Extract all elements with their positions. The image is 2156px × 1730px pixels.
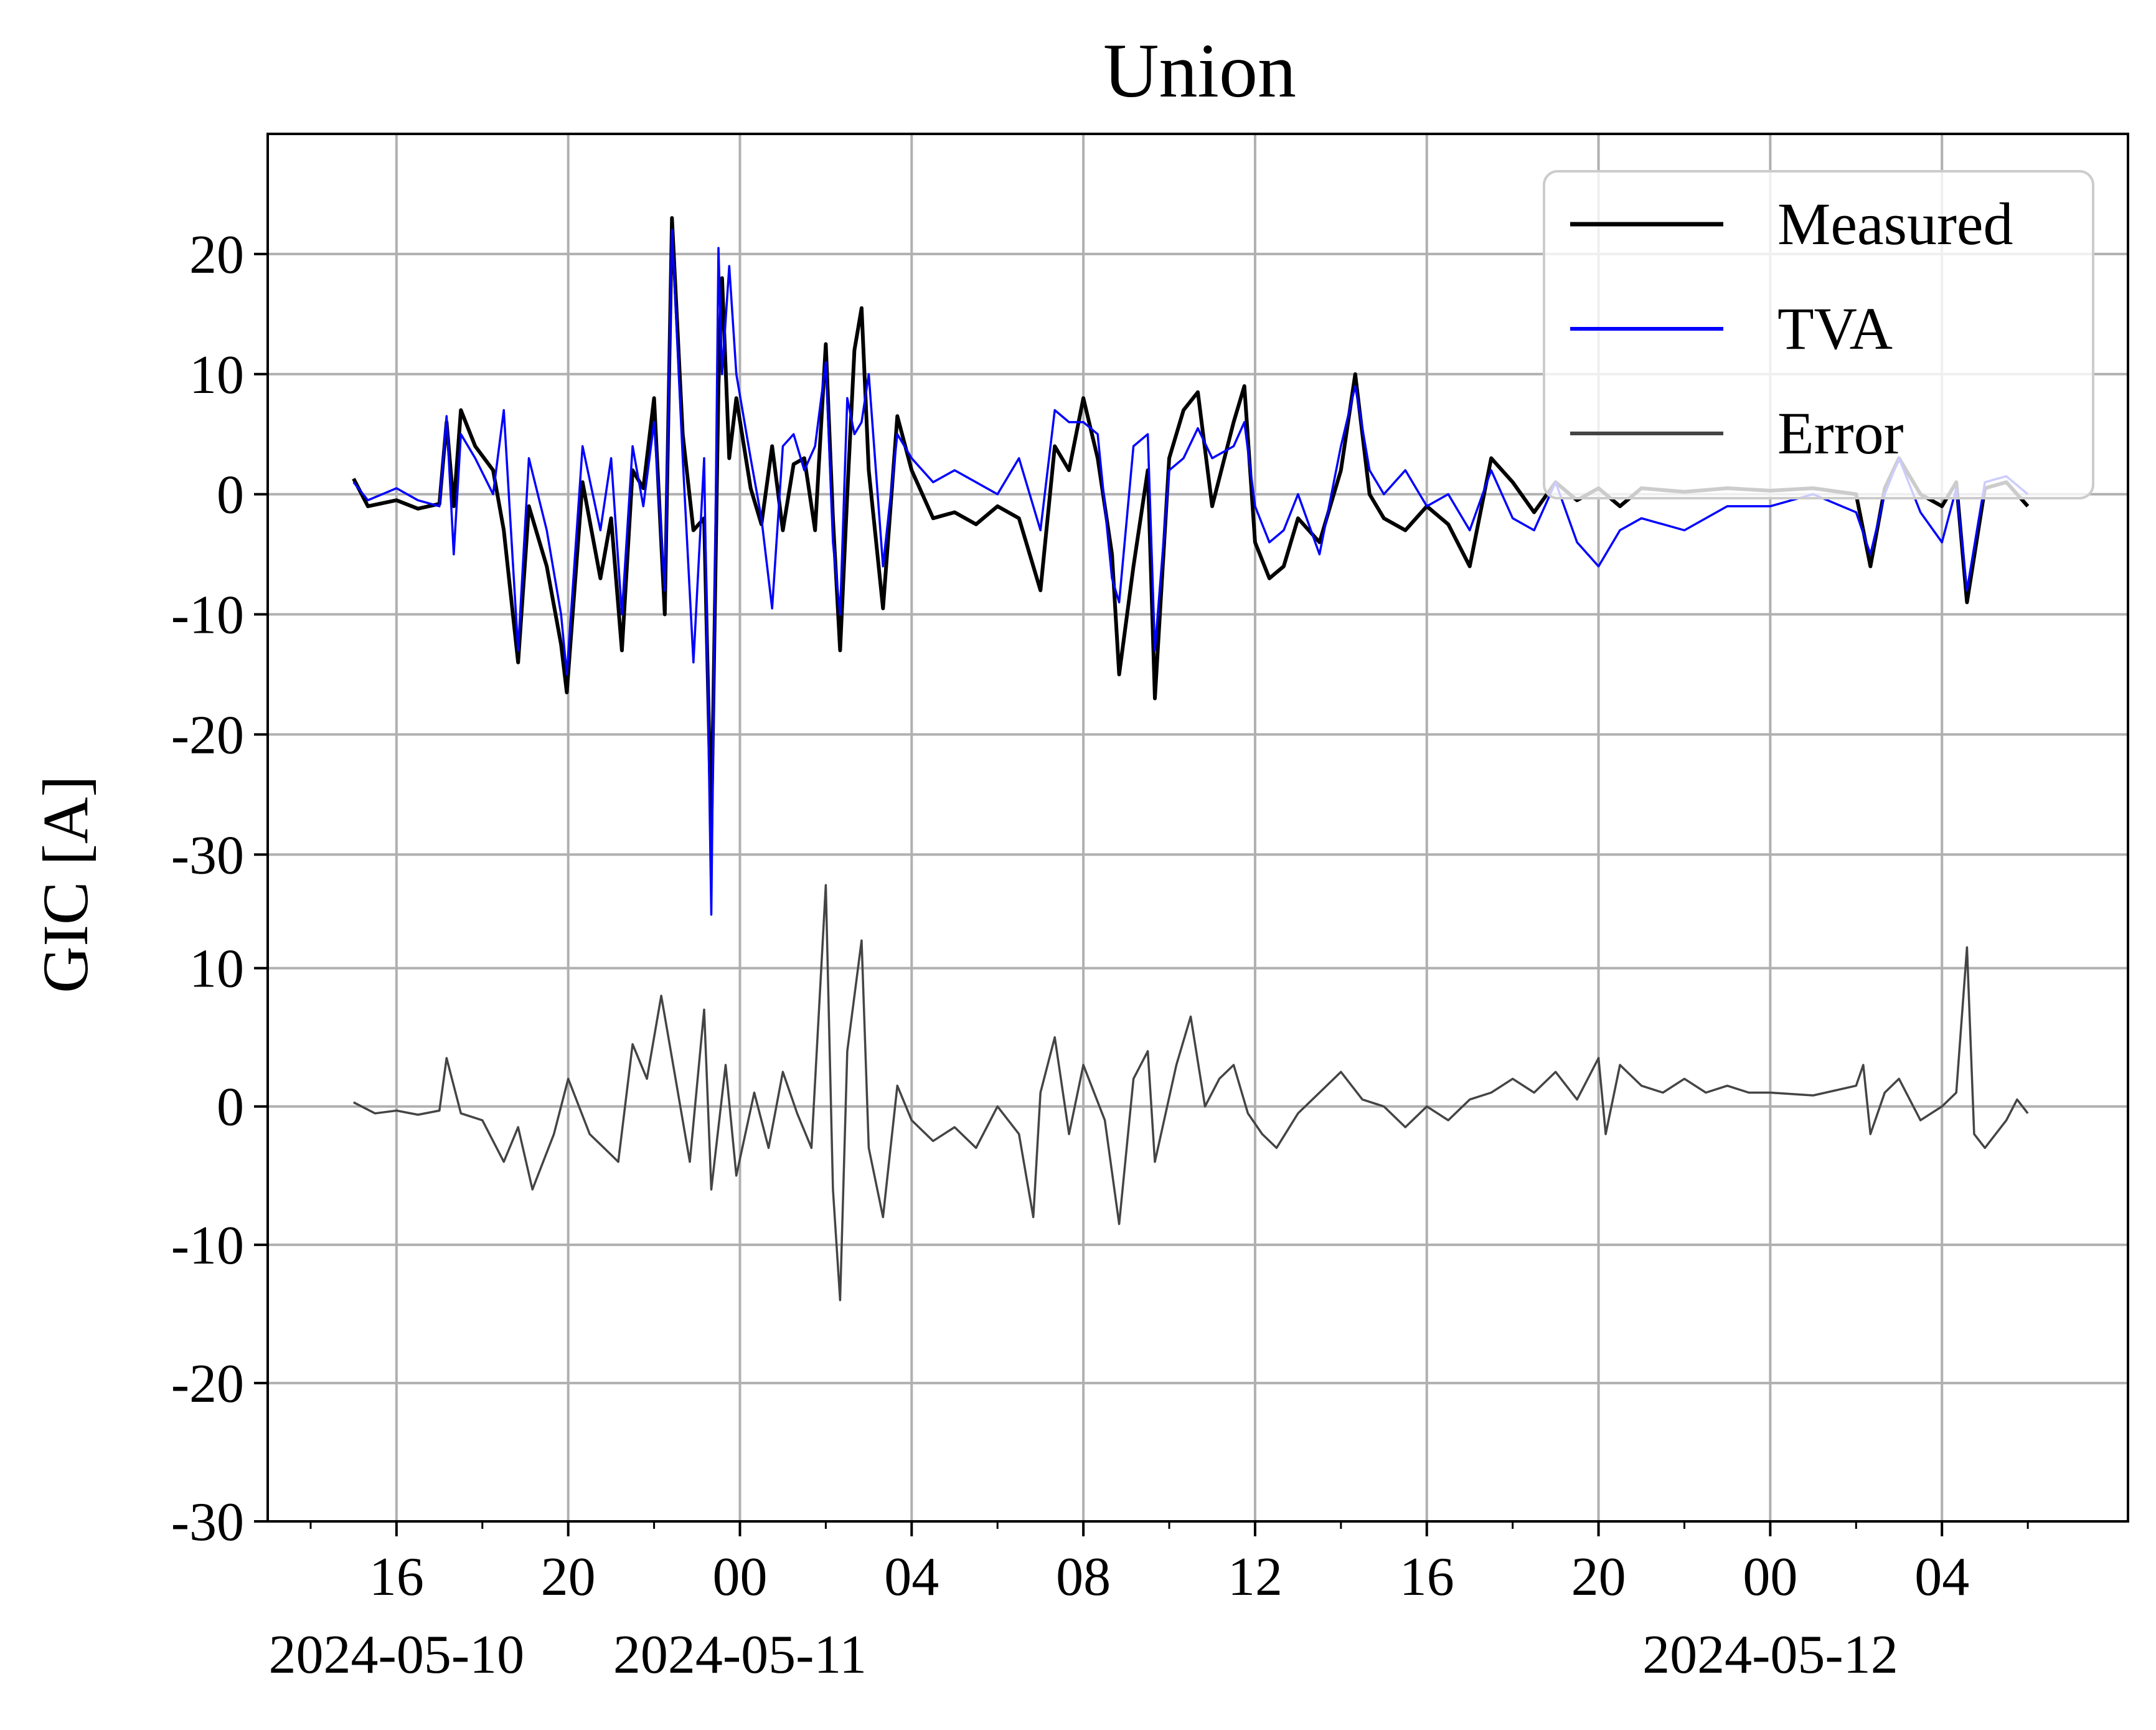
y-tick-label-bottom-1: 0 <box>217 1077 244 1138</box>
x-date-label-0: 2024-05-10 <box>269 1625 525 1685</box>
y-tick-label-top-2: 0 <box>217 465 244 526</box>
y-tick-label-bottom-4: -30 <box>171 1492 244 1553</box>
y-tick-label-bottom-0: 10 <box>189 939 244 1000</box>
x-tick-label-9: 04 <box>1914 1547 1969 1607</box>
axes <box>254 133 2129 1536</box>
tick-labels: 20 10 0 -10 -20 -30 10 0 -10 -20 -30 16 20 00 04 08 12 16… <box>171 225 1970 1685</box>
series-line-tva <box>352 229 2029 916</box>
y-tick-label-top-4: -20 <box>171 705 244 765</box>
y-tick-label-top-3: -10 <box>171 585 244 646</box>
y-tick-label-top-0: 20 <box>189 225 244 285</box>
x-tick-label-3: 04 <box>884 1547 939 1607</box>
legend-label-measured: Measured <box>1777 191 2013 257</box>
x-date-label-1: 2024-05-11 <box>613 1625 867 1685</box>
x-tick-label-6: 16 <box>1400 1547 1454 1607</box>
legend-label-error: Error <box>1777 400 1904 466</box>
plot-frame <box>266 133 2129 1523</box>
legend-box <box>1543 170 2094 499</box>
x-tick-label-1: 20 <box>541 1547 596 1607</box>
legend: Measured TVA Error <box>1543 170 2094 499</box>
series-line-error <box>353 884 2029 1302</box>
x-tick-label-2: 00 <box>712 1547 767 1607</box>
x-tick-label-5: 12 <box>1228 1547 1283 1607</box>
y-tick-label-top-5: -30 <box>171 825 244 886</box>
x-tick-label-4: 08 <box>1056 1547 1111 1607</box>
x-tick-label-8: 00 <box>1743 1547 1797 1607</box>
y-tick-label-bottom-3: -20 <box>171 1354 244 1414</box>
x-tick-label-7: 20 <box>1571 1547 1626 1607</box>
chart-title: Union <box>1103 28 1296 113</box>
y-axis-label: GIC [A] <box>30 775 101 993</box>
y-tick-label-top-1: 10 <box>189 345 244 405</box>
y-tick-label-bottom-2: -10 <box>171 1216 244 1276</box>
x-date-label-2: 2024-05-12 <box>1642 1625 1898 1685</box>
x-tick-label-0: 16 <box>369 1547 424 1607</box>
legend-label-tva: TVA <box>1777 295 1893 362</box>
